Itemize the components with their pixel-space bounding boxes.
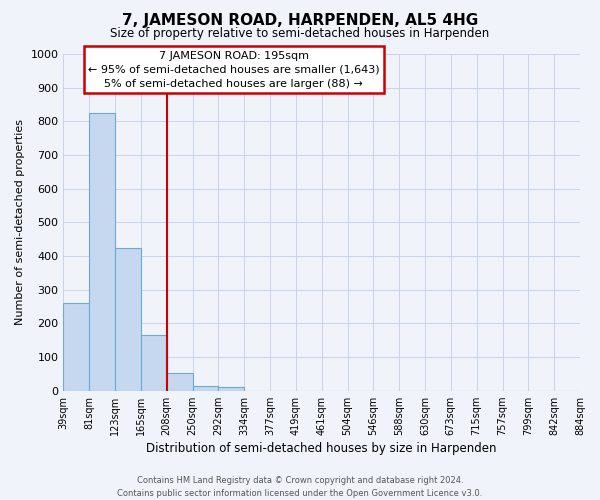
Bar: [64, 303, 89, 390]
Y-axis label: Number of semi-detached properties: Number of semi-detached properties: [15, 120, 25, 326]
Bar: [115, 248, 141, 390]
Text: 7, JAMESON ROAD, HARPENDEN, AL5 4HG: 7, JAMESON ROAD, HARPENDEN, AL5 4HG: [122, 12, 478, 28]
Bar: [167, 373, 193, 390]
Bar: [218, 388, 244, 390]
Bar: [193, 386, 218, 390]
X-axis label: Distribution of semi-detached houses by size in Harpenden: Distribution of semi-detached houses by …: [146, 442, 497, 455]
Bar: [89, 113, 115, 390]
Text: Contains HM Land Registry data © Crown copyright and database right 2024.
Contai: Contains HM Land Registry data © Crown c…: [118, 476, 482, 498]
Text: Size of property relative to semi-detached houses in Harpenden: Size of property relative to semi-detach…: [110, 28, 490, 40]
Bar: [141, 335, 167, 390]
Text: 7 JAMESON ROAD: 195sqm
← 95% of semi-detached houses are smaller (1,643)
5% of s: 7 JAMESON ROAD: 195sqm ← 95% of semi-det…: [88, 50, 380, 88]
